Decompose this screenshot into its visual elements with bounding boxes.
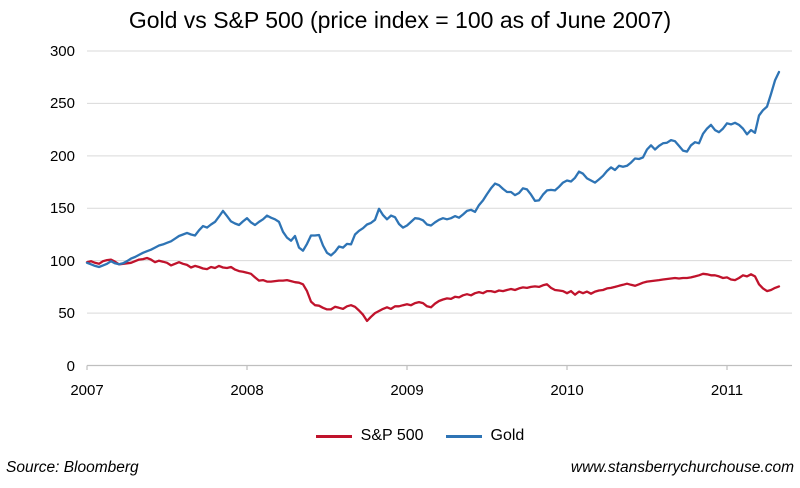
x-tick-label-2008: 2008: [230, 382, 264, 399]
y-tick-label-300: 300: [49, 43, 75, 60]
sp500-line-swatch: [315, 434, 352, 438]
y-tick-label-150: 150: [49, 200, 75, 218]
legend-item-gold: Gold: [445, 427, 525, 445]
x-tick-label-2009: 2009: [390, 382, 424, 399]
x-tick-label-2007: 2007: [70, 382, 104, 399]
chart-legend: S&P 500 Gold: [0, 427, 800, 445]
y-tick-label-50: 50: [58, 305, 75, 323]
source-credit: Source: Bloomberg: [6, 459, 139, 476]
series-line-gold: [85, 70, 781, 269]
gold-line-swatch: [445, 434, 482, 438]
y-tick-label-250: 250: [49, 95, 75, 113]
y-tick-label-100: 100: [49, 252, 75, 270]
series-line-sp500: [85, 256, 781, 323]
website-credit: www.stansberrychurchouse.com: [570, 459, 794, 476]
legend-item-sp500: S&P 500: [315, 427, 424, 445]
chart-title: Gold vs S&P 500 (price index = 100 as of…: [128, 7, 672, 33]
x-tick-label-2011: 2011: [710, 382, 744, 399]
legend-label-sp500: S&P 500: [360, 427, 424, 444]
y-tick-label-0: 0: [66, 357, 75, 375]
x-tick-label-2010: 2010: [550, 382, 584, 399]
legend-label-gold: Gold: [490, 427, 525, 444]
y-tick-label-200: 200: [49, 147, 75, 165]
